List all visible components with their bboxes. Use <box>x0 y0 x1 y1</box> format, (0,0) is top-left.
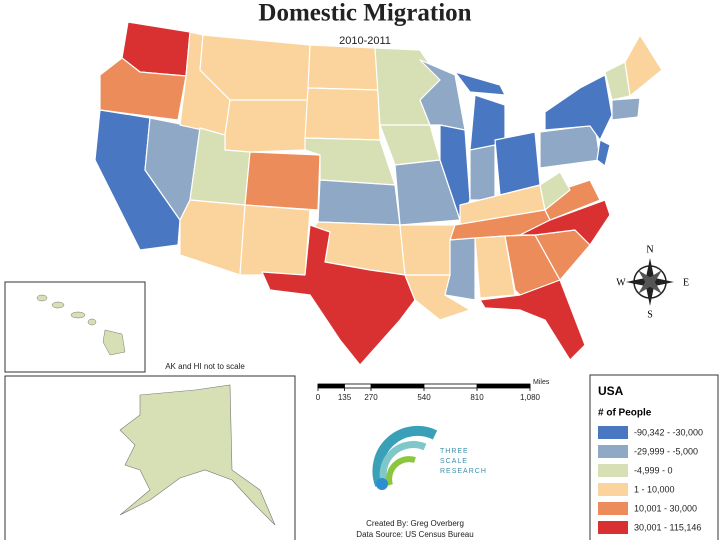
legend-label: 1 - 10,000 <box>634 484 675 494</box>
logo-line: SCALE <box>440 458 468 465</box>
legend-label: -29,999 - -5,000 <box>634 446 698 456</box>
legend-swatch <box>598 502 628 515</box>
legend-swatch <box>598 426 628 439</box>
logo: THREE SCALE RESEARCH <box>372 425 487 490</box>
logo-line: THREE <box>440 448 469 455</box>
state <box>474 235 516 299</box>
state <box>494 131 541 196</box>
us-map <box>94 21 663 366</box>
state <box>379 124 441 166</box>
compass-e: E <box>683 277 689 288</box>
legend-swatch <box>598 464 628 477</box>
inset-note: AK and HI not to scale <box>165 362 245 371</box>
subtitle: 2010-2011 <box>339 35 391 47</box>
scale-label: 540 <box>417 393 431 402</box>
state <box>611 97 641 121</box>
compass-w: W <box>616 277 626 288</box>
credit: Data Source: US Census Bureau <box>356 530 473 539</box>
legend-swatch <box>598 445 628 458</box>
legend-label: -90,342 - -30,000 <box>634 427 703 437</box>
compass-n: N <box>646 244 653 255</box>
logo-line: RESEARCH <box>440 468 487 475</box>
legend: USA # of People -90,342 - -30,000 -29,999… <box>589 374 719 540</box>
scale-label: 135 <box>338 393 352 402</box>
state <box>454 71 506 96</box>
compass: N E S W <box>616 244 689 320</box>
state <box>596 139 611 167</box>
state <box>179 199 246 276</box>
state <box>261 224 416 366</box>
title: Domestic Migration <box>258 0 471 27</box>
state <box>239 204 311 276</box>
credit: Created By: Greg Overberg <box>366 519 464 528</box>
legend-title: USA <box>598 384 624 398</box>
hawaii-inset <box>4 281 146 373</box>
scale-label: 810 <box>470 393 484 402</box>
scale-segment <box>477 384 530 388</box>
state <box>539 171 571 211</box>
scale-label: 1,080 <box>520 393 541 402</box>
state <box>539 124 601 169</box>
state <box>244 151 321 211</box>
state <box>469 144 496 201</box>
hawaii <box>36 294 126 356</box>
compass-s: S <box>647 309 653 320</box>
state <box>399 224 456 276</box>
scale-label: 0 <box>316 393 321 402</box>
state <box>307 44 379 91</box>
state <box>624 34 663 97</box>
scale-segment <box>318 384 345 388</box>
state <box>304 87 381 141</box>
state <box>317 179 401 226</box>
legend-swatch <box>598 521 628 534</box>
scale-bar: 0 135 270 540 810 1,080 Miles <box>316 379 550 402</box>
legend-subtitle: # of People <box>598 408 652 419</box>
legend-label: -4,999 - 0 <box>634 465 673 475</box>
state <box>444 237 476 301</box>
scale-unit: Miles <box>533 379 550 386</box>
state <box>544 74 613 141</box>
legend-label: 30,001 - 115,146 <box>634 522 701 532</box>
scale-label: 270 <box>364 393 378 402</box>
alaska <box>119 384 276 526</box>
state <box>479 279 586 361</box>
state <box>224 99 309 153</box>
state <box>419 59 466 131</box>
scale-segment <box>371 384 424 388</box>
legend-swatch <box>598 483 628 496</box>
legend-label: 10,001 - 30,000 <box>634 503 697 513</box>
